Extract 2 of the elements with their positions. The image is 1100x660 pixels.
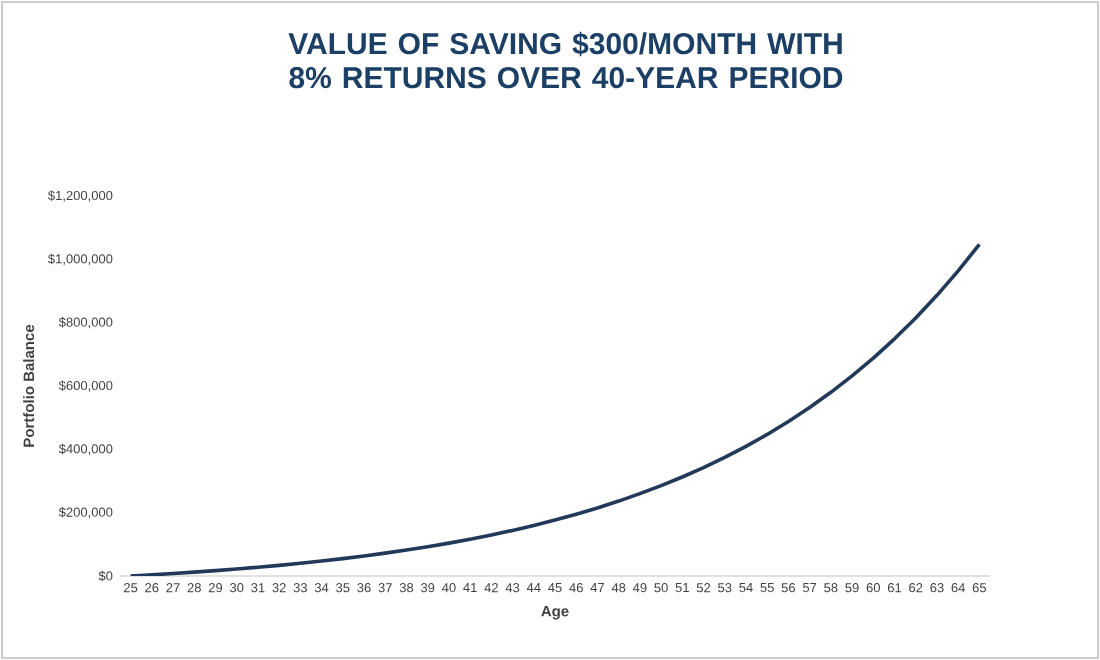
line-series bbox=[128, 242, 982, 576]
chart-title: VALUE OF SAVING $300/MONTH WITH 8% RETURNS OVER 40-YEAR PERIOD bbox=[288, 31, 843, 89]
